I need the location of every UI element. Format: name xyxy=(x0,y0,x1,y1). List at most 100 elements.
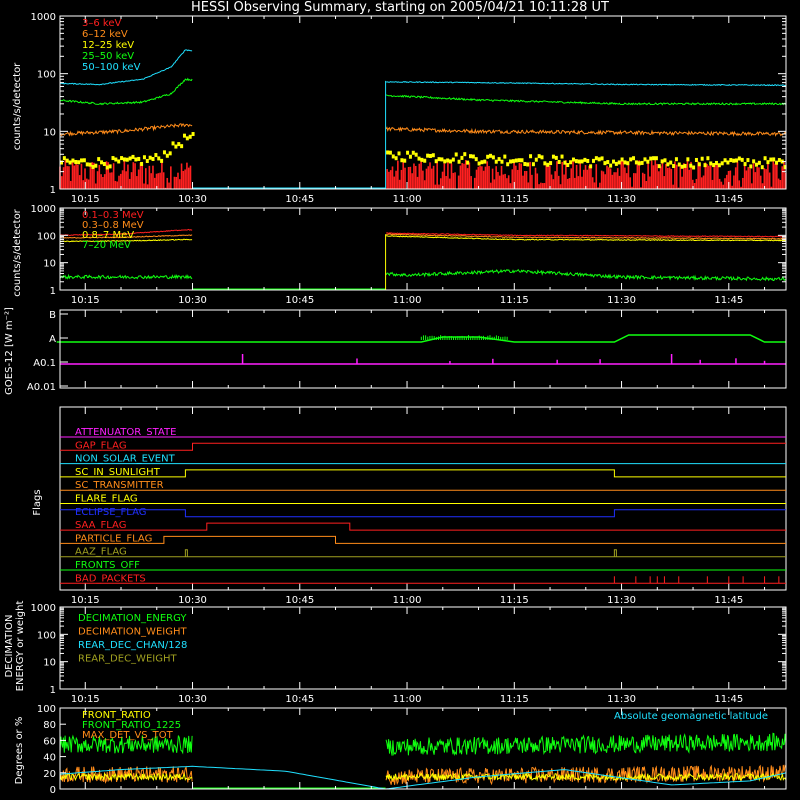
lo-rates-12-25-block xyxy=(82,158,86,163)
flag-label-6: ECLIPSE_FLAG xyxy=(75,507,146,518)
hi-rates-ylabel-2: 100 xyxy=(37,231,56,242)
goes-ytitle: GOES-12 [W m⁻²] xyxy=(4,307,15,395)
lo-rates-12-25-block xyxy=(603,161,607,166)
lo-rates-xlabel-0: 10:15 xyxy=(71,194,100,205)
flag-label-11: BAD_PACKETS xyxy=(75,573,146,584)
hi-rates-ytitle: counts/s/detector xyxy=(12,208,23,296)
lo-rates-12-25-block xyxy=(660,159,664,164)
lo-rates-12-25-block xyxy=(566,163,570,168)
lo-rates-12-25-block xyxy=(511,159,515,164)
lo-rates-12-25-block xyxy=(537,154,541,159)
lo-rates-12-25-block xyxy=(686,157,690,162)
lo-rates-12-25-block xyxy=(600,156,604,161)
hi-rates-ylabel-3: 1000 xyxy=(31,204,56,215)
lo-rates-12-25-block xyxy=(531,162,535,167)
lo-rates-12-25-block xyxy=(388,150,392,155)
hi-rates-xlabel-6: 11:45 xyxy=(714,295,743,306)
flags-frame xyxy=(59,406,787,591)
lo-rates-12-25-block xyxy=(557,159,561,164)
lo-rates-series-1-segment xyxy=(385,126,787,138)
lo-rates-12-25-block xyxy=(474,157,478,162)
lo-rates-frame xyxy=(59,15,787,190)
decimation-frame xyxy=(59,606,787,690)
decimation-legend-2: REAR_DEC_CHAN/128 xyxy=(78,640,187,651)
ratio-legend-1: FRONT_RATIO_1225 xyxy=(82,720,181,731)
flag-line-3 xyxy=(60,469,786,478)
lo-rates-ylabel-0: 1 xyxy=(50,185,56,196)
decimation-ylabel-2: 100 xyxy=(37,630,56,641)
lo-rates-12-25-block xyxy=(583,157,587,162)
lo-rates-12-25-block xyxy=(543,161,547,166)
lo-rates-12-25-block xyxy=(411,150,415,155)
flag-aaz-pulse xyxy=(184,549,188,557)
flag-line-8 xyxy=(60,535,786,544)
lo-rates-12-25-block xyxy=(740,157,744,162)
lo-rates-12-25-block xyxy=(717,163,721,168)
lo-rates-12-25-block xyxy=(454,152,458,157)
decimation-xlabel-5: 11:30 xyxy=(607,694,636,705)
lo-rates-12-25-block xyxy=(757,160,761,165)
ratio-series-2-segment xyxy=(59,765,193,784)
lo-rates-12-25-block xyxy=(709,161,713,166)
lo-rates-12-25-block xyxy=(597,157,601,162)
lo-rates-12-25-block xyxy=(606,160,610,165)
flag-label-8: PARTICLE_FLAG xyxy=(75,533,152,544)
lo-rates-12-25-block xyxy=(549,161,553,166)
lo-rates-12-25-block xyxy=(772,157,776,162)
decimation-ytitle: ENERGY or weight xyxy=(15,601,26,692)
lo-rates-12-25-block xyxy=(689,163,693,168)
lo-rates-12-25-block xyxy=(540,155,544,160)
hi-rates-xlabel-5: 11:30 xyxy=(607,295,636,306)
lo-rates-12-25-block xyxy=(85,162,89,167)
lo-rates-12-25-block xyxy=(88,162,92,167)
lo-rates-12-25-block xyxy=(749,164,753,169)
lo-rates-12-25-block xyxy=(571,157,575,162)
decimation-ytitle: DECIMATION xyxy=(4,614,15,677)
lo-rates-12-25-block xyxy=(180,144,184,149)
goes-ylabel-0: B xyxy=(49,310,56,321)
lo-rates-12-25-block xyxy=(171,141,175,146)
lo-rates-series-3-segment xyxy=(385,94,787,106)
lo-rates-12-25-block xyxy=(469,154,473,159)
lo-rates-12-25-block xyxy=(497,157,501,162)
ratio-series-0-segment xyxy=(59,771,193,782)
flag-line-7 xyxy=(60,522,786,531)
ratio-ylabel-0: 0 xyxy=(50,785,56,796)
decimation-xlabel-3: 11:00 xyxy=(393,694,422,705)
lo-rates-12-25-block xyxy=(697,162,701,167)
lo-rates-12-25-block xyxy=(91,164,95,169)
lo-rates-12-25-block xyxy=(102,161,106,166)
lo-rates-12-25-block xyxy=(448,159,452,164)
ratio-series-1-segment xyxy=(59,734,193,755)
lo-rates-12-25-block xyxy=(760,165,764,170)
lo-rates-12-25-block xyxy=(692,165,696,170)
lo-rates-12-25-block xyxy=(646,159,650,164)
lo-rates-12-25-block xyxy=(617,160,621,165)
lo-rates-legend-0: 3–6 keV xyxy=(82,18,121,29)
ratio-ylabel-1: 20 xyxy=(43,769,56,780)
hi-rates-ylabel-0: 1 xyxy=(50,286,56,297)
goes-ylabel-3: A0.01 xyxy=(27,382,56,393)
lo-rates-12-25-block xyxy=(77,160,81,165)
lo-rates-12-25-block xyxy=(486,154,490,159)
lo-rates-12-25-block xyxy=(403,158,407,163)
lo-rates-12-25-block xyxy=(569,160,573,165)
lo-rates-12-25-block xyxy=(580,159,584,164)
lo-rates-12-25-block xyxy=(503,154,507,159)
lo-rates-12-25-block xyxy=(477,161,481,166)
lo-rates-12-25-block xyxy=(131,154,135,159)
flag-label-7: SAA_FLAG xyxy=(75,520,126,531)
lo-rates-12-25-block xyxy=(134,157,138,162)
lo-rates-12-25-block xyxy=(428,153,432,158)
lo-rates-12-25-block xyxy=(160,158,164,163)
lo-rates-12-25-block xyxy=(614,161,618,166)
lo-rates-12-25-block xyxy=(154,153,158,158)
lo-rates-12-25-block xyxy=(514,158,518,163)
lo-rates-12-25-block xyxy=(720,161,724,166)
lo-rates-12-25-block xyxy=(594,156,598,161)
flag-label-4: SC_TRANSMITTER xyxy=(75,480,164,491)
lo-rates-12-25-block xyxy=(700,156,704,161)
lo-rates-12-25-block xyxy=(674,157,678,162)
lo-rates-12-25-block xyxy=(94,163,98,168)
lo-rates-12-25-block xyxy=(577,159,581,164)
